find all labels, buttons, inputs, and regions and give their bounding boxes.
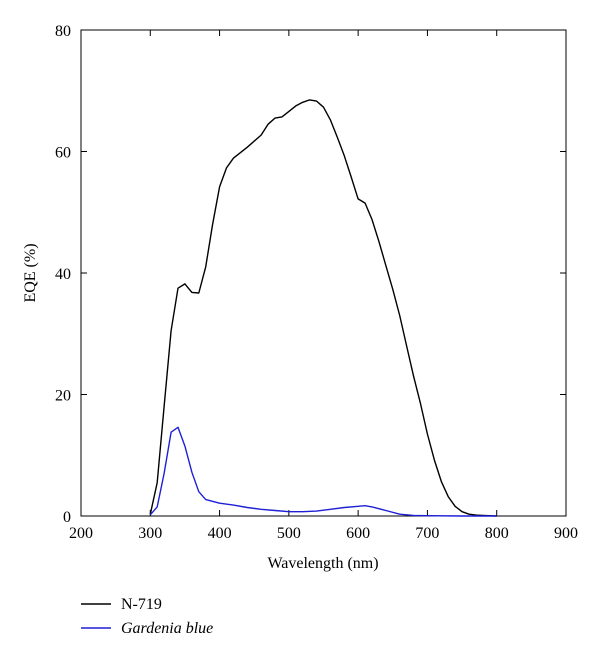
x-tick-label: 800 xyxy=(485,525,509,542)
y-tick-label: 40 xyxy=(55,266,71,283)
series-layer xyxy=(149,99,497,517)
y-tick-label: 20 xyxy=(55,388,71,405)
x-tick-label: 300 xyxy=(138,525,162,542)
legend-label-1: N-719 xyxy=(121,596,162,613)
y-axis-label: EQE (%) xyxy=(22,243,39,302)
axis-ticks xyxy=(80,29,567,517)
tick-labels: 200 300 400 500 600 700 800 900 0 20 40 60 80 xyxy=(55,23,578,542)
x-tick-label: 900 xyxy=(554,525,578,542)
y-tick-label: 60 xyxy=(55,145,71,162)
series-line-1 xyxy=(149,99,497,517)
x-tick-label: 400 xyxy=(208,525,232,542)
series-line-2 xyxy=(149,426,497,517)
x-tick-label: 200 xyxy=(69,525,93,542)
y-tick-label: 80 xyxy=(55,23,71,40)
x-axis-label: Wavelength (nm) xyxy=(267,555,378,572)
x-tick-label: 600 xyxy=(346,525,370,542)
x-tick-label: 500 xyxy=(277,525,301,542)
legend-label-2: Gardenia blue xyxy=(121,620,213,637)
plot-frame xyxy=(80,29,567,517)
legend: N-719 Gardenia blue xyxy=(81,596,213,637)
y-tick-label: 0 xyxy=(63,509,71,526)
x-tick-label: 700 xyxy=(415,525,439,542)
